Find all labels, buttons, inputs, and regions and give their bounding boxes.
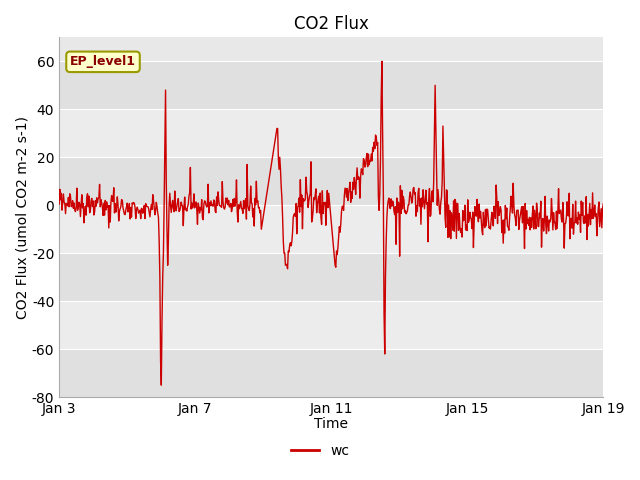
Text: EP_level1: EP_level1 <box>70 55 136 68</box>
Bar <box>59 157 604 205</box>
Bar <box>59 349 604 397</box>
Y-axis label: CO2 Flux (umol CO2 m-2 s-1): CO2 Flux (umol CO2 m-2 s-1) <box>15 116 29 319</box>
Bar <box>59 61 604 109</box>
Bar <box>59 205 604 253</box>
Bar <box>59 109 604 157</box>
Title: CO2 Flux: CO2 Flux <box>294 15 369 33</box>
X-axis label: Time: Time <box>314 418 348 432</box>
Legend: wc: wc <box>285 438 355 464</box>
Bar <box>59 253 604 301</box>
Bar <box>59 301 604 349</box>
